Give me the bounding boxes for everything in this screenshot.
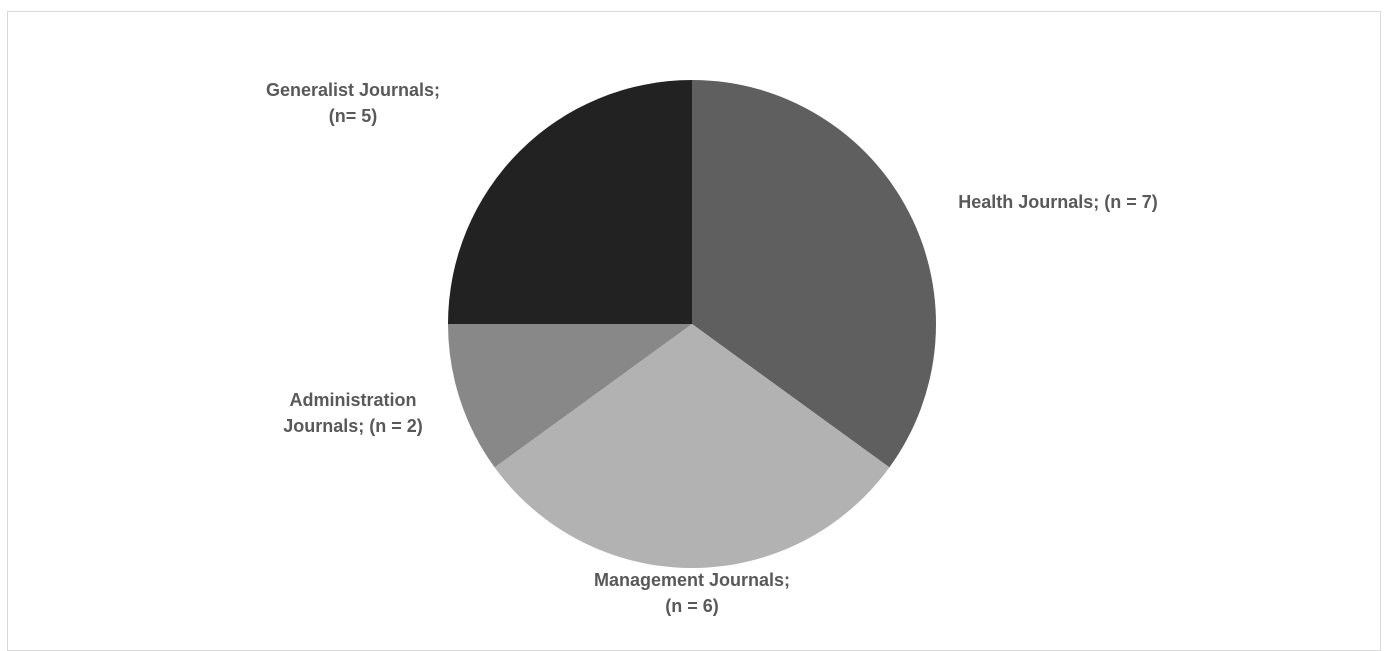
pie-slice-0: [692, 80, 937, 468]
slice-label-line: Generalist Journals;: [266, 80, 440, 100]
slice-label-2: Administration Journals; (n = 2): [283, 390, 423, 436]
pie-chart: Health Journals; (n = 7) Management Journ…: [266, 80, 1158, 616]
slice-label-line: (n = 6): [665, 596, 719, 616]
pie-slice-3: [448, 80, 692, 324]
pie-slice-2: [448, 324, 692, 468]
slice-label-line: (n= 5): [329, 106, 378, 126]
slice-label-3: Generalist Journals; (n= 5): [266, 80, 440, 126]
slice-label-line: Administration: [289, 390, 416, 410]
slice-label-line: Health Journals; (n = 7): [958, 192, 1158, 212]
slice-label-line: Journals; (n = 2): [283, 416, 423, 436]
slice-label-1: Management Journals; (n = 6): [594, 570, 790, 616]
slice-label-0: Health Journals; (n = 7): [958, 192, 1158, 212]
slice-label-line: Management Journals;: [594, 570, 790, 590]
pie-slice-1: [494, 324, 890, 569]
